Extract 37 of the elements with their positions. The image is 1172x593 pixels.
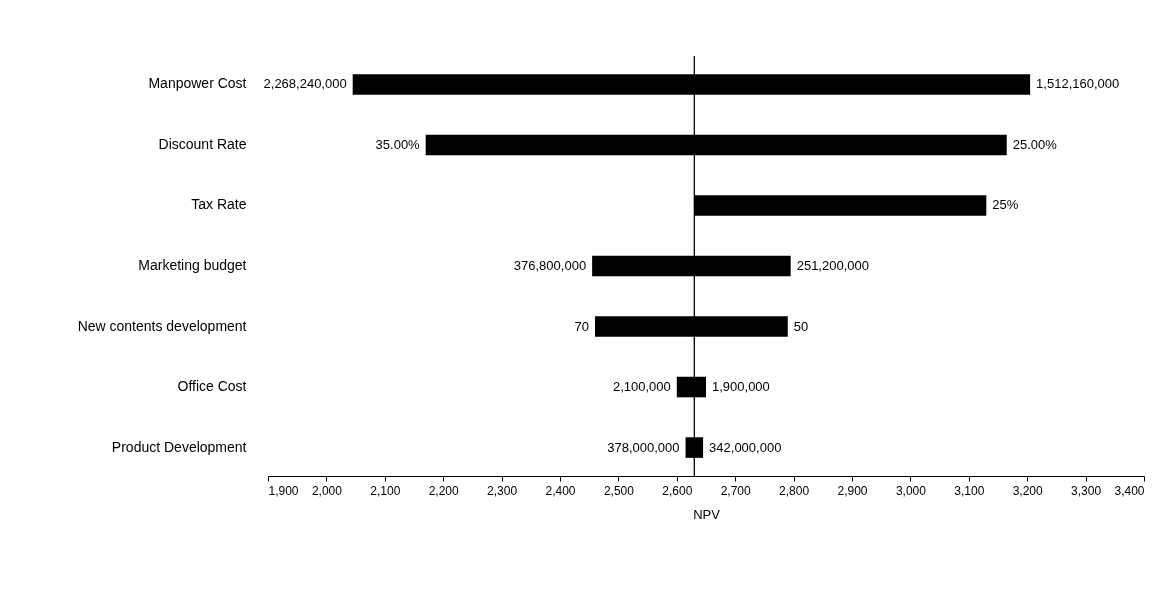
annotation: 376,800,000 xyxy=(513,258,587,273)
annotation: 378,000,000 xyxy=(607,439,680,455)
annotation: 1,900,000 xyxy=(712,379,770,395)
annotation: 25% xyxy=(992,197,1019,213)
annotation: 2,268,240,000 xyxy=(263,76,347,92)
annotation: 2,100,000 xyxy=(612,379,671,395)
x-tick-label: 1,900 xyxy=(268,483,299,498)
annotation: 251,200,000 xyxy=(796,258,869,273)
x-tick-label: 2,000 xyxy=(311,483,343,498)
annotation: 70 xyxy=(574,318,590,334)
x-tick-label: 3,100 xyxy=(954,483,985,498)
x-tick-label: 2,900 xyxy=(837,483,868,498)
x-tick-label: 3,300 xyxy=(1071,483,1102,498)
x-axis-title: NPV xyxy=(693,506,721,522)
y-tick-label: Product Development xyxy=(111,438,247,455)
y-tick-label: Manpower Cost xyxy=(148,75,247,92)
x-tick-label: 2,600 xyxy=(662,483,693,498)
y-tick-label: New contents development xyxy=(77,317,247,334)
x-tick-label: 3,000 xyxy=(895,483,927,498)
x-tick-label: 2,200 xyxy=(428,483,460,498)
x-tick-label: 3,400 xyxy=(1114,483,1145,498)
x-tick-label: 2,400 xyxy=(545,483,576,498)
annotation: 1,512,160,000 xyxy=(1036,76,1120,92)
y-tick-label: Discount Rate xyxy=(158,135,247,152)
annotation: 342,000,000 xyxy=(709,439,782,455)
x-tick-label: 3,200 xyxy=(1012,483,1044,498)
y-tick-label: Marketing budget xyxy=(138,257,247,273)
annotation: 35.00% xyxy=(375,136,421,152)
x-tick-label: 2,800 xyxy=(779,483,810,498)
x-tick-label: 2,700 xyxy=(720,483,752,498)
x-tick-label: 2,100 xyxy=(370,483,401,498)
annotation: 50 xyxy=(793,318,809,334)
annotation: 25.00% xyxy=(1012,136,1058,152)
x-tick-label: 2,300 xyxy=(487,483,518,498)
x-tick-label: 2,500 xyxy=(603,483,635,498)
y-tick-label: Office Cost xyxy=(177,378,247,395)
y-tick-label: Tax Rate xyxy=(191,196,247,213)
